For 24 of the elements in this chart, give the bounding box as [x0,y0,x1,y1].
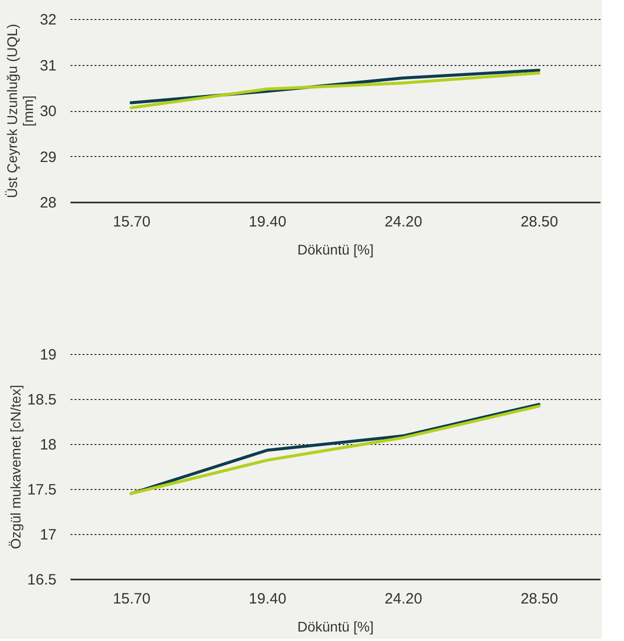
y-tick-label: 32 [40,12,56,28]
x-tick-label: 15.70 [112,214,150,230]
x-tick-label: 24.20 [384,590,422,608]
x-tick-label: 28.50 [520,590,558,608]
y-axis-title: Özgül mukavemet [cN/tex] [7,384,24,550]
x-axis-title: Döküntü [%] [297,618,374,634]
x-tick-label: 15.70 [112,590,150,608]
y-tick-label: 16.5 [27,572,56,588]
x-tick-label: 28.50 [520,214,558,230]
y-axis-title: Üst Çeyrek Uzunluğu (UQL) [mm] [4,24,36,198]
y-tick-label: 18.5 [27,392,56,408]
x-axis-title: Döküntü [%] [297,242,374,258]
y-tick-label: 28 [40,194,56,212]
y-tick-label: 18 [40,436,56,454]
line-series [130,71,540,110]
x-tick-label: 19.40 [248,590,286,608]
x-tick-label: 24.20 [384,214,422,230]
y-tick-label: 17 [40,526,56,544]
y-tick-label: 30 [40,103,56,120]
y-tick-label: 17.5 [27,482,56,498]
x-tick-label: 19.40 [248,214,286,230]
y-tick-label: 19 [40,346,56,364]
y-tick-label: 29 [40,148,56,166]
y-tick-label: 31 [40,57,56,74]
